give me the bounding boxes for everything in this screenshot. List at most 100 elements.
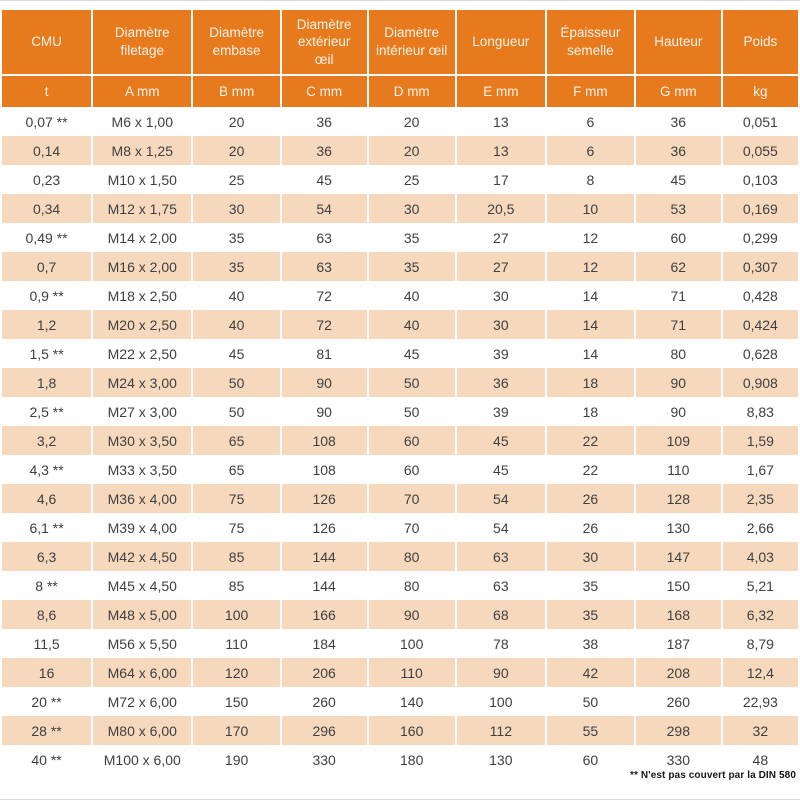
table-cell: 0,7	[2, 252, 92, 281]
table-cell: 260	[279, 687, 367, 716]
table-cell: 6	[544, 136, 634, 165]
table-cell: 45	[279, 165, 367, 194]
table-cell: 0,23	[2, 165, 92, 194]
lifting-eye-specs-table: CMU Diamètre filetage Diamètre embase Diamè…	[2, 10, 798, 774]
table-cell: M18 x 2,50	[91, 281, 192, 310]
unit-header-3: C mm	[279, 76, 367, 107]
table-cell: M36 x 4,00	[91, 484, 192, 513]
table-cell: 71	[633, 281, 721, 310]
footnote: ** N'est pas couvert par la DIN 580	[630, 770, 796, 781]
table-cell: 90	[633, 368, 721, 397]
table-cell: 206	[279, 658, 367, 687]
table-cell: 35	[191, 223, 280, 252]
table-cell: 130	[633, 513, 721, 542]
table-cell: 18	[544, 368, 634, 397]
table-cell: 187	[633, 629, 721, 658]
table-cell: 128	[633, 484, 721, 513]
table-row: 28 ** M80 x 6,00 170 296 160 112 55 298 32	[2, 716, 798, 745]
unit-header-2: B mm	[191, 76, 280, 107]
table-cell: 35	[191, 252, 280, 281]
table-cell: 16	[2, 658, 92, 687]
table-cell: 54	[454, 513, 545, 542]
table-cell: 80	[366, 571, 455, 600]
table-cell: 0,424	[720, 310, 798, 339]
table-cell: 100	[366, 629, 455, 658]
table-cell: 36	[454, 368, 545, 397]
table-cell: 50	[544, 687, 634, 716]
table-cell: 4,6	[2, 484, 92, 513]
table-cell: M80 x 6,00	[91, 716, 192, 745]
table-cell: 25	[191, 165, 280, 194]
table-cell: 63	[279, 252, 367, 281]
table-cell: 60	[366, 426, 455, 455]
table-cell: 1,59	[720, 426, 798, 455]
table-cell: 30	[191, 194, 280, 223]
table-cell: 63	[454, 542, 545, 571]
table-cell: 68	[454, 600, 545, 629]
table-cell: 54	[279, 194, 367, 223]
table-cell: 144	[279, 542, 367, 571]
table-cell: 100	[191, 600, 280, 629]
table-cell: 20	[191, 136, 280, 165]
table-cell: 208	[633, 658, 721, 687]
table-cell: 184	[279, 629, 367, 658]
table-cell: 40	[366, 281, 455, 310]
table-cell: 50	[191, 368, 280, 397]
table-cell: 150	[633, 571, 721, 600]
table-cell: 75	[191, 484, 280, 513]
table-cell: 20	[191, 107, 280, 136]
unit-header-5: E mm	[454, 76, 545, 107]
table-cell: 298	[633, 716, 721, 745]
column-header-7: Hauteur	[633, 10, 721, 76]
table-cell: 110	[366, 658, 455, 687]
table-cell: 72	[279, 310, 367, 339]
table-cell: 63	[279, 223, 367, 252]
table-cell: M10 x 1,50	[91, 165, 192, 194]
table-cell: 45	[366, 339, 455, 368]
table-cell: 0,07 **	[2, 107, 92, 136]
table-cell: 0,051	[720, 107, 798, 136]
table-cell: 144	[279, 571, 367, 600]
table-cell: 39	[454, 397, 545, 426]
table-cell: 55	[544, 716, 634, 745]
table-cell: 70	[366, 484, 455, 513]
table-cell: 13	[454, 136, 545, 165]
table-cell: 90	[454, 658, 545, 687]
table-cell: 0,9 **	[2, 281, 92, 310]
table-cell: 2,35	[720, 484, 798, 513]
table-cell: 14	[544, 339, 634, 368]
header-label-row: CMU Diamètre filetage Diamètre embase Diamè…	[2, 10, 798, 76]
table-cell: 36	[633, 107, 721, 136]
table-cell: 85	[191, 542, 280, 571]
table-cell: 45	[633, 165, 721, 194]
table-cell: 0,307	[720, 252, 798, 281]
table-cell: 45	[454, 426, 545, 455]
table-row: 1,8 M24 x 3,00 50 90 50 36 18 90 0,908	[2, 368, 798, 397]
table-cell: 170	[191, 716, 280, 745]
table-cell: M100 x 6,00	[91, 745, 192, 774]
table-cell: 45	[454, 455, 545, 484]
table-cell: 80	[633, 339, 721, 368]
table-cell: M12 x 1,75	[91, 194, 192, 223]
table-cell: M14 x 2,00	[91, 223, 192, 252]
table-cell: 0,908	[720, 368, 798, 397]
table-row: 16 M64 x 6,00 120 206 110 90 42 208 12,4	[2, 658, 798, 687]
table-cell: 35	[366, 252, 455, 281]
top-divider	[0, 0, 800, 1]
table-cell: 35	[544, 571, 634, 600]
table-row: 8 ** M45 x 4,50 85 144 80 63 35 150 5,21	[2, 571, 798, 600]
table-cell: 0,34	[2, 194, 92, 223]
table-cell: 17	[454, 165, 545, 194]
table-cell: 330	[633, 745, 721, 774]
table-cell: 147	[633, 542, 721, 571]
table-cell: M20 x 2,50	[91, 310, 192, 339]
table-cell: 25	[366, 165, 455, 194]
unit-header-8: kg	[720, 76, 798, 107]
table-cell: 20 **	[2, 687, 92, 716]
unit-header-0: t	[2, 76, 92, 107]
table-cell: 30	[454, 281, 545, 310]
column-header-4: Diamètre intérieur œil	[366, 10, 455, 76]
table-cell: M22 x 2,50	[91, 339, 192, 368]
